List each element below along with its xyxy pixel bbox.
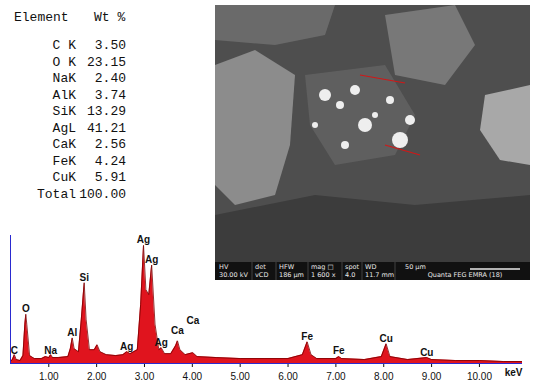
svg-text:2.00: 2.00 bbox=[87, 371, 107, 382]
html-text:3.74: 3.74 bbox=[94, 87, 126, 103]
html-text:HV: HV bbox=[219, 263, 229, 271]
svg-text:Cu: Cu bbox=[379, 333, 392, 344]
svg-text:10.00: 10.00 bbox=[467, 371, 492, 382]
svg-text:Ag: Ag bbox=[155, 337, 168, 348]
html-text:4.24: 4.24 bbox=[94, 153, 126, 169]
html-text:FeK: FeK bbox=[52, 153, 76, 169]
svg-text:C: C bbox=[11, 345, 18, 356]
html-text:HFW: HFW bbox=[279, 263, 295, 271]
html-text:O K: O K bbox=[52, 54, 76, 70]
html-text:1 600 x: 1 600 x bbox=[311, 271, 336, 279]
svg-text:Ag: Ag bbox=[120, 341, 133, 352]
html-text:NaK: NaK bbox=[52, 71, 76, 86]
html-text:50 µm: 50 µm bbox=[405, 263, 426, 271]
svg-text:Cu: Cu bbox=[420, 347, 433, 358]
svg-text:keV: keV bbox=[505, 367, 523, 378]
svg-text:1.00: 1.00 bbox=[39, 371, 59, 382]
html-text:30.00 kV: 30.00 kV bbox=[219, 271, 248, 279]
svg-text:8.00: 8.00 bbox=[374, 371, 394, 382]
html-text:4.0: 4.0 bbox=[345, 271, 356, 279]
html-text:Quanta FEG EMRA (18): Quanta FEG EMRA (18) bbox=[427, 271, 503, 279]
html-text:5.91: 5.91 bbox=[94, 170, 126, 185]
svg-text:Si: Si bbox=[79, 272, 89, 283]
html-text:mag □: mag □ bbox=[311, 263, 334, 271]
html-text:det: det bbox=[255, 263, 266, 271]
html-text:vCD: vCD bbox=[255, 271, 269, 279]
html-text:WD: WD bbox=[365, 263, 377, 271]
svg-text:9.00: 9.00 bbox=[422, 371, 442, 382]
html-text:2.40: 2.40 bbox=[94, 71, 126, 86]
html-text:13.29: 13.29 bbox=[87, 104, 126, 119]
html-text:AlK: AlK bbox=[52, 87, 76, 103]
html-text:Wt %: Wt % bbox=[94, 10, 126, 25]
svg-text:3.00: 3.00 bbox=[135, 371, 155, 382]
svg-text:Ag: Ag bbox=[145, 254, 158, 265]
svg-text:Na: Na bbox=[44, 345, 57, 356]
html-text:186 µm: 186 µm bbox=[279, 271, 304, 279]
html-text:C K: C K bbox=[52, 38, 76, 53]
svg-text:5.00: 5.00 bbox=[230, 371, 250, 382]
html-text:CaK: CaK bbox=[52, 137, 76, 152]
html-text:Total 100.00: Total 100.00 bbox=[37, 186, 126, 202]
html-text:3.50: 3.50 bbox=[94, 38, 126, 53]
svg-text:Fe: Fe bbox=[301, 331, 313, 342]
svg-text:Fe: Fe bbox=[333, 345, 345, 356]
svg-text:O: O bbox=[22, 303, 30, 314]
html-text:spot: spot bbox=[345, 263, 359, 271]
svg-text:Al: Al bbox=[67, 327, 77, 338]
svg-text:Ca: Ca bbox=[186, 315, 199, 326]
svg-text:7.00: 7.00 bbox=[326, 371, 346, 382]
html-text:AgL: AgL bbox=[52, 120, 76, 136]
svg-text:6.00: 6.00 bbox=[278, 371, 298, 382]
svg-text:4.00: 4.00 bbox=[183, 371, 203, 382]
html-text:SiK: SiK bbox=[52, 104, 76, 119]
svg-text:Ca: Ca bbox=[171, 325, 184, 336]
html-text:Element: Element bbox=[14, 10, 69, 25]
html-text:41.21: 41.21 bbox=[87, 120, 126, 136]
html-text:23.15: 23.15 bbox=[87, 54, 126, 70]
html-text:CuK: CuK bbox=[52, 170, 76, 185]
html-text:11.7 mm: 11.7 mm bbox=[365, 271, 395, 279]
html-text:2.56: 2.56 bbox=[94, 137, 126, 152]
svg-text:Ag: Ag bbox=[137, 234, 150, 245]
